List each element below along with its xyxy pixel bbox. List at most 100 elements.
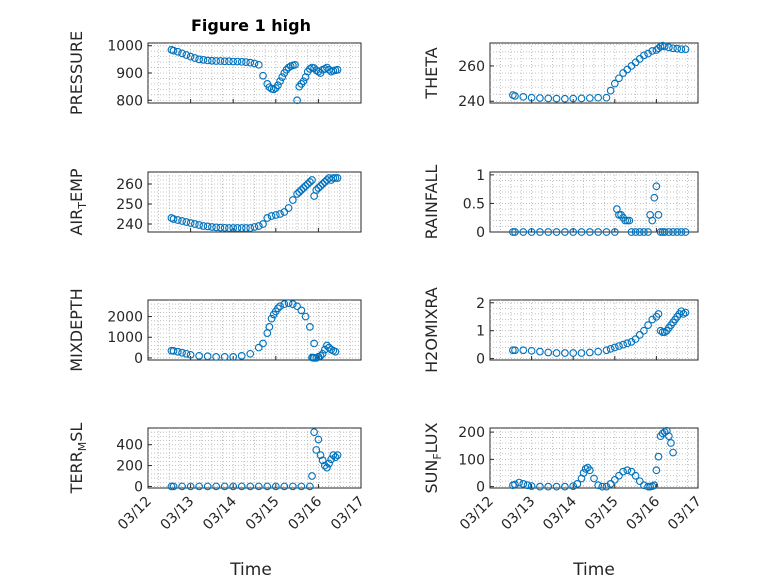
- data-point: [316, 352, 325, 360]
- data-point: [267, 314, 276, 323]
- data-point: [585, 94, 594, 102]
- data-point: [511, 346, 519, 355]
- data-point: [652, 466, 661, 475]
- data-point: [320, 461, 329, 470]
- data-point: [182, 349, 191, 358]
- data-point: [259, 71, 267, 80]
- data-point: [527, 228, 536, 236]
- data-point: [652, 182, 661, 191]
- data-point: [233, 224, 242, 232]
- data-point: [509, 346, 517, 355]
- data-point: [569, 228, 578, 236]
- data-point: [331, 453, 340, 462]
- data-point: [623, 466, 632, 475]
- y-tick-label: 200: [458, 425, 485, 441]
- data-point: [314, 435, 323, 444]
- data-point: [669, 44, 677, 53]
- data-point: [519, 92, 528, 101]
- data-point: [173, 47, 182, 56]
- data-point: [246, 349, 255, 358]
- data-point: [669, 228, 677, 236]
- data-point: [331, 347, 340, 356]
- data-point: [327, 455, 336, 464]
- data-point: [631, 228, 640, 236]
- data-point: [195, 482, 203, 491]
- y-axis-label: TERRMSL: [67, 423, 89, 495]
- data-point: [610, 475, 619, 484]
- data-point: [625, 216, 634, 225]
- y-tick-label: 2: [476, 296, 485, 312]
- data-point: [669, 448, 677, 457]
- data-point: [569, 94, 578, 103]
- x-tick-label: 03/14: [540, 493, 580, 533]
- data-point: [220, 482, 229, 491]
- x-tick-label: 03/16: [623, 493, 663, 533]
- data-point: [623, 339, 632, 348]
- y-tick-label: 1000: [107, 39, 143, 55]
- y-tick-label: 240: [458, 94, 485, 110]
- y-tick-label: 800: [116, 93, 143, 109]
- data-point: [594, 481, 603, 490]
- data-point: [511, 92, 519, 100]
- data-point: [561, 349, 569, 357]
- series-markers: [509, 307, 690, 357]
- data-point: [237, 224, 246, 232]
- data-point: [263, 214, 272, 222]
- data-point: [169, 215, 178, 223]
- y-tick-label: 260: [458, 59, 485, 75]
- data-point: [644, 321, 652, 329]
- subplot-air-temp: 240 250 260 AIRTEMP: [67, 168, 362, 236]
- data-point: [178, 348, 186, 357]
- data-point: [274, 81, 282, 90]
- data-point: [186, 482, 195, 491]
- data-point: [640, 228, 648, 236]
- data-point: [186, 350, 195, 359]
- data-point: [323, 63, 331, 72]
- y-axis-label: THETA: [422, 47, 441, 99]
- x-tick-label: 03/12: [115, 494, 155, 534]
- data-point: [573, 480, 582, 488]
- data-point: [544, 482, 553, 491]
- data-point: [208, 223, 216, 231]
- data-point: [681, 308, 690, 317]
- series-markers: [509, 426, 677, 491]
- data-point: [509, 228, 517, 236]
- data-point: [199, 222, 208, 230]
- y-axis-label: H2OMIXRA: [422, 287, 441, 373]
- data-point: [590, 474, 598, 483]
- y-axis-label: MIXDEPTH: [67, 288, 86, 371]
- data-point: [288, 482, 297, 491]
- data-point: [648, 47, 657, 55]
- series-markers: [167, 174, 342, 232]
- data-point: [263, 482, 272, 491]
- x-tick-label: 03/17: [665, 494, 705, 534]
- data-point: [667, 439, 675, 447]
- data-point: [216, 223, 225, 232]
- data-point: [631, 335, 640, 343]
- data-point: [293, 190, 301, 198]
- subplot-h2omixra: 0 1 2 H2OMIXRA: [422, 287, 699, 373]
- data-point: [212, 223, 221, 232]
- data-point: [627, 228, 636, 236]
- data-point: [552, 94, 561, 103]
- data-point: [225, 224, 233, 232]
- figure-title: Figure 1 high: [191, 16, 311, 35]
- data-point: [650, 193, 659, 202]
- data-point: [644, 49, 652, 58]
- data-point: [523, 481, 532, 490]
- data-point: [246, 224, 255, 232]
- data-point: [579, 469, 588, 477]
- data-point: [610, 343, 619, 352]
- data-point: [295, 188, 304, 196]
- data-point: [225, 57, 233, 66]
- data-point: [216, 57, 225, 65]
- data-point: [212, 482, 221, 491]
- data-point: [544, 228, 553, 236]
- data-point: [333, 65, 342, 74]
- series-markers: [167, 45, 342, 105]
- data-point: [627, 467, 636, 476]
- data-point: [312, 186, 321, 194]
- data-point: [314, 184, 323, 192]
- y-tick-label: 0: [134, 479, 143, 495]
- data-point: [615, 471, 623, 480]
